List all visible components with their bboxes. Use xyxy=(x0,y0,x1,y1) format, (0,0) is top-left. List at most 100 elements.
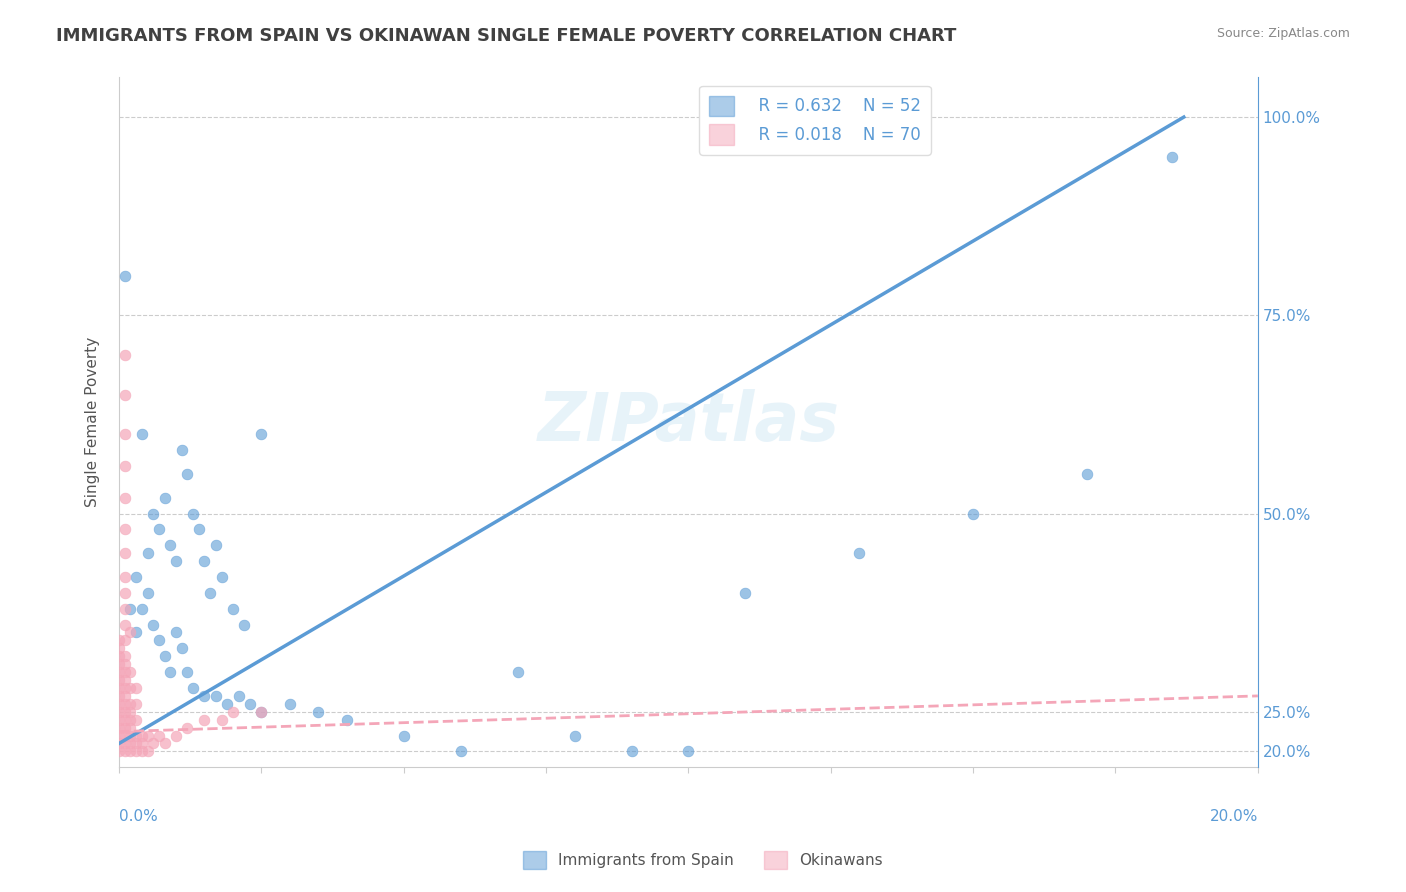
Point xyxy=(131,601,153,615)
Point xyxy=(239,697,262,711)
Point xyxy=(564,729,586,743)
Point xyxy=(181,681,204,695)
Point xyxy=(114,744,136,758)
Point xyxy=(131,737,153,751)
Point xyxy=(142,617,165,632)
Point xyxy=(114,689,136,703)
Point xyxy=(136,729,159,743)
Point xyxy=(148,729,170,743)
Point xyxy=(114,617,136,632)
Point xyxy=(170,641,193,656)
Point xyxy=(131,744,153,758)
Point xyxy=(114,737,136,751)
Point xyxy=(131,427,153,442)
Point xyxy=(108,713,131,727)
Point xyxy=(120,705,142,719)
Point xyxy=(211,570,233,584)
Point xyxy=(159,538,181,552)
Point xyxy=(114,268,136,283)
Point xyxy=(125,713,148,727)
Point xyxy=(250,427,273,442)
Point xyxy=(962,507,984,521)
Point xyxy=(114,601,136,615)
Point xyxy=(678,744,700,758)
Point xyxy=(114,522,136,536)
Point xyxy=(228,689,250,703)
Point xyxy=(148,522,170,536)
Text: Source: ZipAtlas.com: Source: ZipAtlas.com xyxy=(1216,27,1350,40)
Point xyxy=(114,697,136,711)
Point xyxy=(181,507,204,521)
Point xyxy=(114,681,136,695)
Point xyxy=(114,657,136,672)
Point xyxy=(153,737,176,751)
Legend: Immigrants from Spain, Okinawans: Immigrants from Spain, Okinawans xyxy=(517,845,889,875)
Point xyxy=(108,737,131,751)
Point xyxy=(120,697,142,711)
Point xyxy=(108,633,131,648)
Point xyxy=(108,657,131,672)
Legend:   R = 0.632    N = 52,   R = 0.018    N = 70: R = 0.632 N = 52, R = 0.018 N = 70 xyxy=(699,86,931,155)
Point xyxy=(120,601,142,615)
Point xyxy=(120,729,142,743)
Text: ZIPatlas: ZIPatlas xyxy=(537,389,839,455)
Y-axis label: Single Female Poverty: Single Female Poverty xyxy=(86,337,100,508)
Point xyxy=(108,705,131,719)
Point xyxy=(165,729,187,743)
Point xyxy=(205,689,228,703)
Point xyxy=(233,617,256,632)
Point xyxy=(176,467,198,481)
Point xyxy=(307,705,329,719)
Point xyxy=(108,649,131,664)
Point xyxy=(153,491,176,505)
Point xyxy=(222,601,245,615)
Point xyxy=(120,681,142,695)
Text: 0.0%: 0.0% xyxy=(120,809,157,823)
Point xyxy=(217,697,239,711)
Point xyxy=(620,744,643,758)
Point xyxy=(114,713,136,727)
Point xyxy=(114,673,136,687)
Point xyxy=(114,649,136,664)
Point xyxy=(193,689,215,703)
Point xyxy=(108,673,131,687)
Point xyxy=(250,705,273,719)
Point xyxy=(120,625,142,640)
Point xyxy=(114,570,136,584)
Point xyxy=(136,586,159,600)
Point xyxy=(114,387,136,401)
Point xyxy=(114,729,136,743)
Point xyxy=(108,665,131,679)
Point xyxy=(125,744,148,758)
Point xyxy=(1161,150,1184,164)
Point xyxy=(165,625,187,640)
Point xyxy=(165,554,187,568)
Text: 20.0%: 20.0% xyxy=(1209,809,1258,823)
Point xyxy=(222,705,245,719)
Point xyxy=(1076,467,1098,481)
Point xyxy=(187,522,209,536)
Point xyxy=(198,586,221,600)
Point xyxy=(114,546,136,560)
Point xyxy=(142,737,165,751)
Point xyxy=(250,705,273,719)
Point xyxy=(120,737,142,751)
Point xyxy=(108,681,131,695)
Point xyxy=(176,665,198,679)
Point xyxy=(125,737,148,751)
Point xyxy=(125,729,148,743)
Text: IMMIGRANTS FROM SPAIN VS OKINAWAN SINGLE FEMALE POVERTY CORRELATION CHART: IMMIGRANTS FROM SPAIN VS OKINAWAN SINGLE… xyxy=(56,27,956,45)
Point xyxy=(108,641,131,656)
Point xyxy=(193,554,215,568)
Point xyxy=(142,507,165,521)
Point xyxy=(159,665,181,679)
Point xyxy=(125,697,148,711)
Point xyxy=(114,705,136,719)
Point xyxy=(125,681,148,695)
Point xyxy=(205,538,228,552)
Point xyxy=(114,586,136,600)
Point xyxy=(734,586,756,600)
Point xyxy=(136,744,159,758)
Point xyxy=(136,546,159,560)
Point xyxy=(114,458,136,473)
